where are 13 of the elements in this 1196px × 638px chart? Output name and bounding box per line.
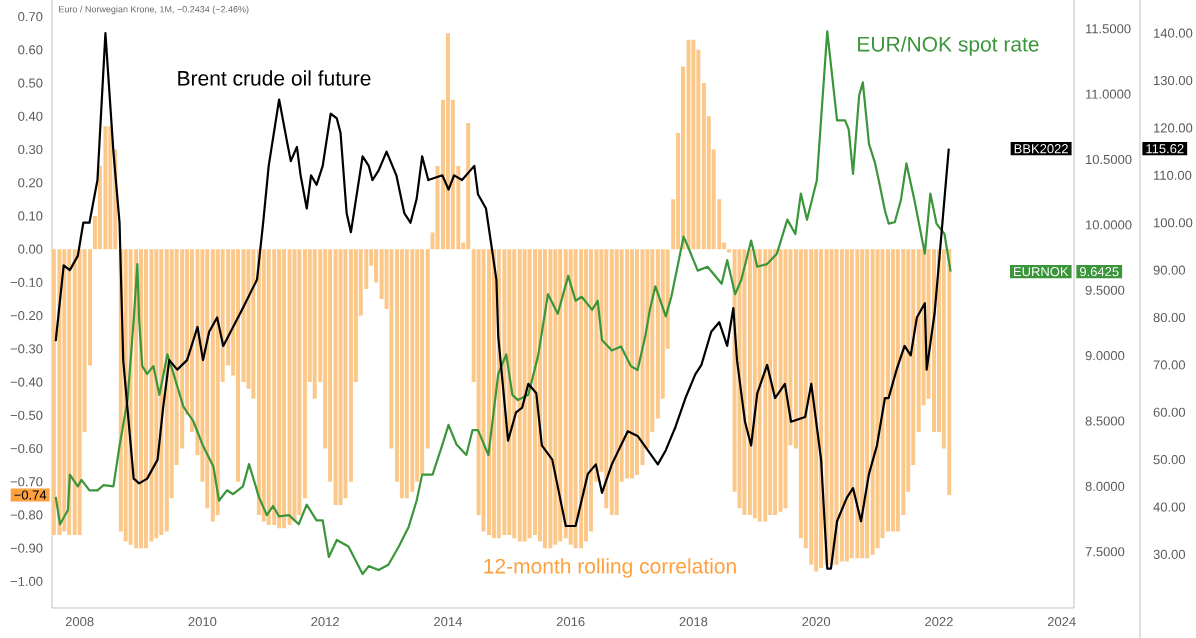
bar: [277, 249, 282, 529]
series-label: EUR/NOK spot rate: [858, 36, 1039, 56]
bar: [824, 249, 829, 565]
bar: [62, 249, 67, 532]
bar: [860, 249, 865, 559]
bar: [895, 249, 900, 532]
series-label: 12-month rolling correlation: [484, 558, 736, 578]
bar: [533, 249, 538, 535]
bar: [568, 249, 573, 545]
bar: [604, 249, 609, 509]
bar: [312, 249, 317, 399]
bar: [609, 249, 614, 515]
series-label: Brent crude oil future: [178, 70, 371, 86]
